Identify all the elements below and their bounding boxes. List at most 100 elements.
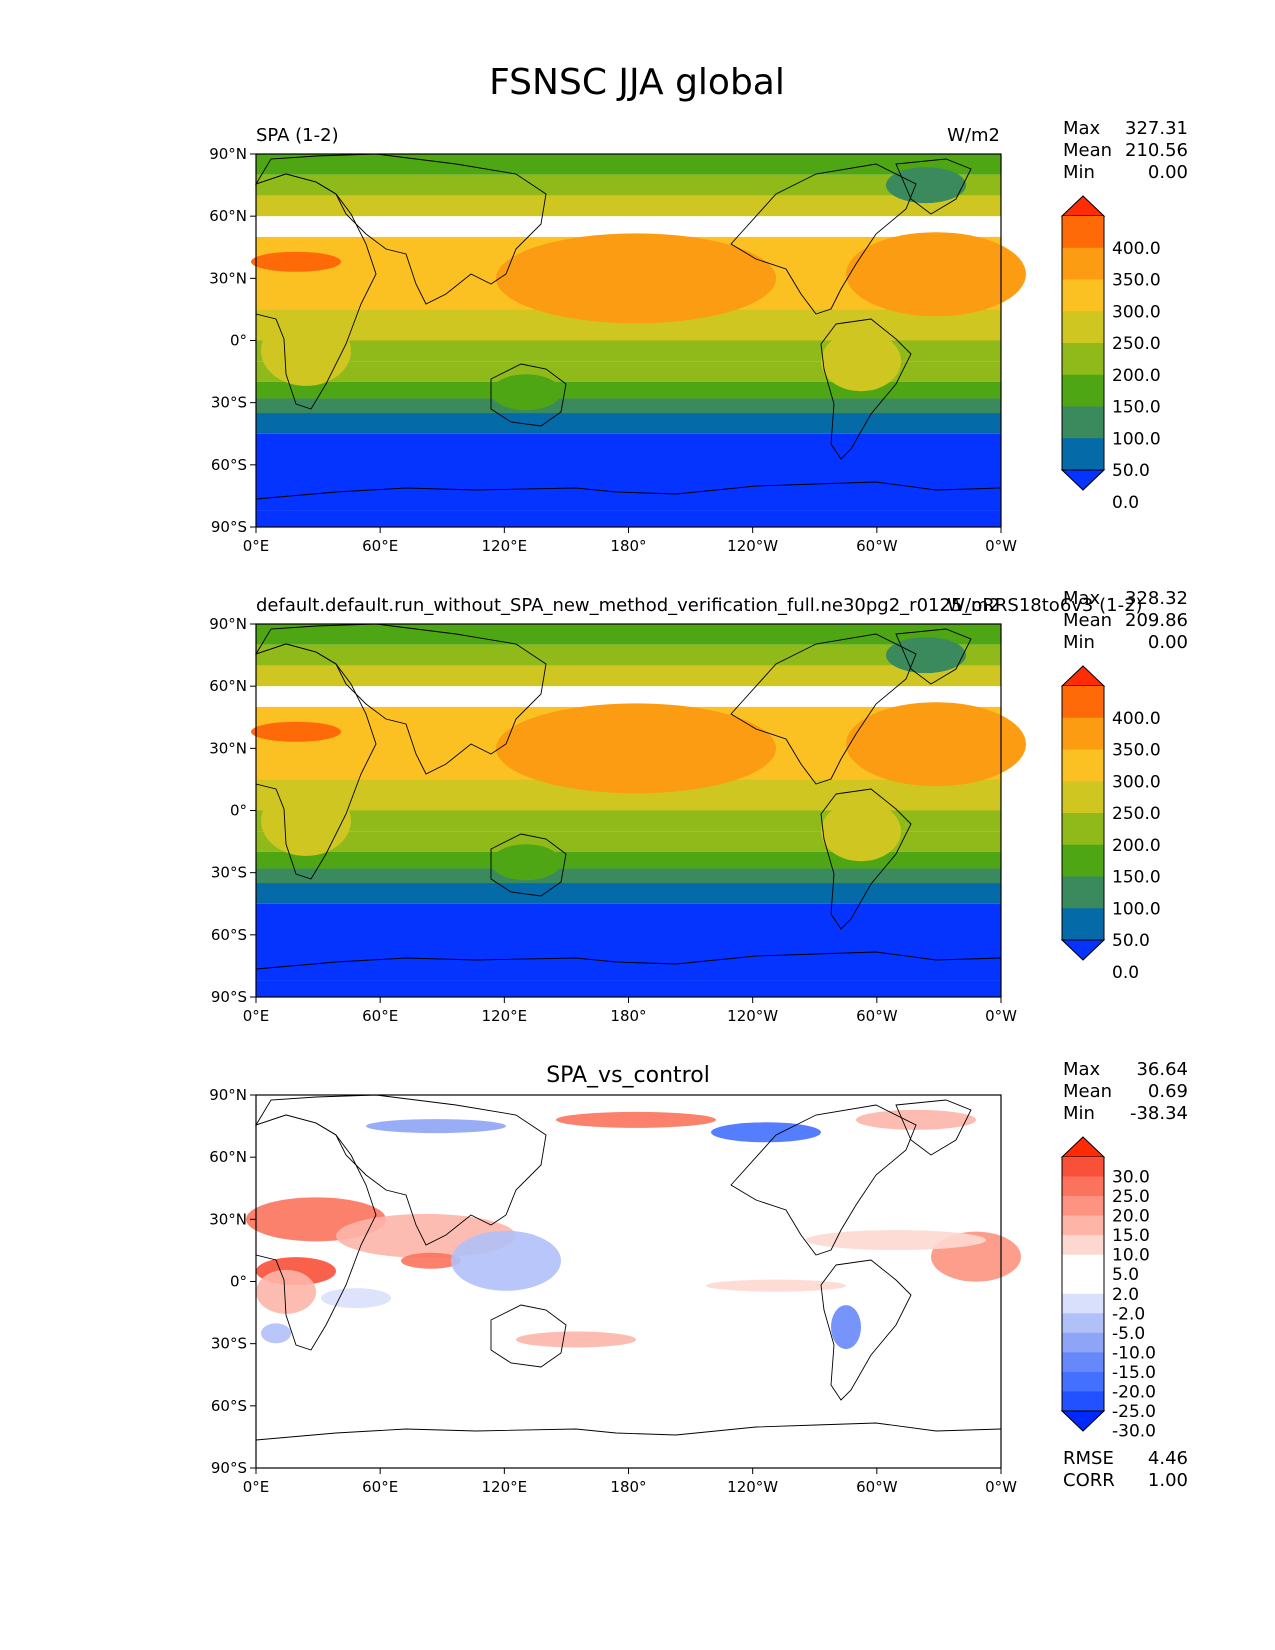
zonal-band [256, 361, 1001, 382]
colorbar-segment [1062, 1391, 1104, 1412]
colorbar-segment [1062, 717, 1104, 750]
colorbar-label: 350.0 [1112, 271, 1161, 291]
land-region [491, 374, 561, 411]
colorbar-label: 400.0 [1112, 709, 1161, 729]
lon-tick-label: 60°E [362, 1478, 398, 1496]
colorbar-extend-max [1060, 1136, 1106, 1158]
colorbar: 30.025.020.015.010.05.02.0-2.0-5.0-10.0-… [1060, 1136, 1156, 1442]
colorbar-label: 250.0 [1112, 804, 1161, 824]
land-region [261, 315, 351, 386]
lon-axis: 0°E 60°E 120°E 180° 120°W 60°W 0°W [243, 527, 1017, 555]
map-plot [251, 153, 1026, 528]
anomaly-region [706, 1279, 846, 1292]
colorbar-label: 50.0 [1112, 931, 1150, 951]
colorbar: 400.0 350.0 300.0 250.0 200.0 150.0 100.0 50.0 0… [1060, 665, 1161, 983]
colorbar-segment [1062, 908, 1104, 941]
zonal-band [256, 413, 1001, 434]
lon-tick-label: 0°W [985, 537, 1017, 555]
colorbar-label: -5.0 [1112, 1324, 1145, 1344]
colorbar-segment [1062, 781, 1104, 814]
colorbar-label: 30.0 [1112, 1168, 1150, 1188]
anomaly-region [711, 1122, 821, 1143]
anomaly-region [516, 1331, 636, 1348]
colorbar-label: 250.0 [1112, 334, 1161, 354]
colorbar-segment [1062, 844, 1104, 877]
lat-tick-label: 90°N [209, 615, 247, 633]
colorbar-label: -15.0 [1112, 1363, 1156, 1383]
zonal-band [256, 644, 1001, 666]
stat-label: Max [1063, 588, 1101, 609]
lat-tick-label: 90°S [211, 988, 247, 1006]
colorbar-label: 400.0 [1112, 239, 1161, 259]
greenland-region [886, 637, 966, 674]
colorbar-segment [1062, 876, 1104, 909]
land-region [821, 331, 901, 392]
stats-box: Max 327.31 Mean 210.56 Min 0.00 [1063, 118, 1188, 183]
colorbar-extend-min [1060, 939, 1106, 961]
stat-value: -38.34 [1130, 1103, 1188, 1124]
lat-tick-label: 90°S [211, 1459, 247, 1477]
lon-axis: 0°E 60°E 120°E 180° 120°W 60°W 0°W [243, 1468, 1017, 1496]
colorbar-label: 300.0 [1112, 302, 1161, 322]
panel-left-title: SPA (1-2) [256, 125, 339, 146]
stat-label: Mean [1063, 1081, 1112, 1102]
colorbar-label: 5.0 [1112, 1265, 1139, 1285]
colorbar-extend-max [1060, 195, 1106, 217]
colorbar-segment [1062, 1332, 1104, 1353]
colorbar: 400.0 350.0 300.0 250.0 200.0 150.0 100.0 50.0 0… [1060, 195, 1161, 513]
lat-tick-label: 90°N [209, 1086, 247, 1104]
colorbar-label: 300.0 [1112, 772, 1161, 792]
zonal-band [256, 398, 1001, 414]
stat-label: Max [1063, 118, 1101, 139]
lon-tick-label: 180° [610, 1478, 646, 1496]
land-region [821, 801, 901, 862]
zonal-band [256, 883, 1001, 904]
figure-title: FSNSC JJA global [489, 62, 785, 103]
lon-tick-label: 120°E [482, 1478, 528, 1496]
zonal-band [256, 810, 1001, 832]
panel-difference: SPA_vs_control 90°N60°N30°N0°30°S60°S90°… [209, 1059, 1188, 1496]
orange-region [496, 703, 776, 794]
lon-tick-label: 60°W [856, 1478, 898, 1496]
lon-tick-label: 60°W [856, 1007, 898, 1025]
zonal-band [256, 510, 1001, 527]
colorbar-label: 50.0 [1112, 461, 1150, 481]
colorbar-extend-min [1060, 469, 1106, 491]
anomaly-region [856, 1109, 976, 1130]
colorbar-segment [1062, 1274, 1104, 1295]
lon-tick-label: 180° [610, 1007, 646, 1025]
colorbar-extend-min [1060, 1410, 1106, 1432]
orange-region [846, 232, 1026, 317]
lon-tick-label: 60°E [362, 537, 398, 555]
colorbar-label: 350.0 [1112, 741, 1161, 761]
anomaly-region [321, 1288, 391, 1309]
stat-value: 0.00 [1148, 632, 1188, 653]
red-region [251, 721, 341, 742]
colorbar-label: 25.0 [1112, 1187, 1150, 1207]
zonal-band [256, 174, 1001, 196]
stat-value: 0.69 [1148, 1081, 1188, 1102]
stat-value: 209.86 [1125, 610, 1188, 631]
colorbar-segment [1062, 216, 1104, 249]
map-plot [251, 623, 1026, 998]
lat-tick-label: 60°N [209, 207, 247, 225]
zonal-band [256, 340, 1001, 362]
stat-value: 210.56 [1125, 140, 1188, 161]
land-region [491, 844, 561, 881]
colorbar-label: 100.0 [1112, 899, 1161, 919]
lat-tick-label: 90°N [209, 145, 247, 163]
colorbar-segment [1062, 374, 1104, 407]
colorbar-segment [1062, 1196, 1104, 1217]
panel-spa: SPA (1-2) W/m2 90°N60°N30°N0°30°S60°S90°… [209, 118, 1188, 555]
orange-region [496, 233, 776, 324]
anomaly-region [366, 1119, 506, 1134]
stat-label: Min [1063, 1103, 1095, 1124]
anomaly-region [556, 1111, 716, 1128]
colorbar-label: -25.0 [1112, 1402, 1156, 1422]
stat-value: 328.32 [1125, 588, 1188, 609]
anomaly-region [451, 1230, 561, 1291]
colorbar-segment [1062, 1313, 1104, 1334]
lat-axis: 90°N 60°N 30°N 0° 30°S 60°S 90°S [209, 615, 256, 1006]
colorbar-frame [1061, 1157, 1105, 1411]
anomaly-region [831, 1305, 861, 1350]
